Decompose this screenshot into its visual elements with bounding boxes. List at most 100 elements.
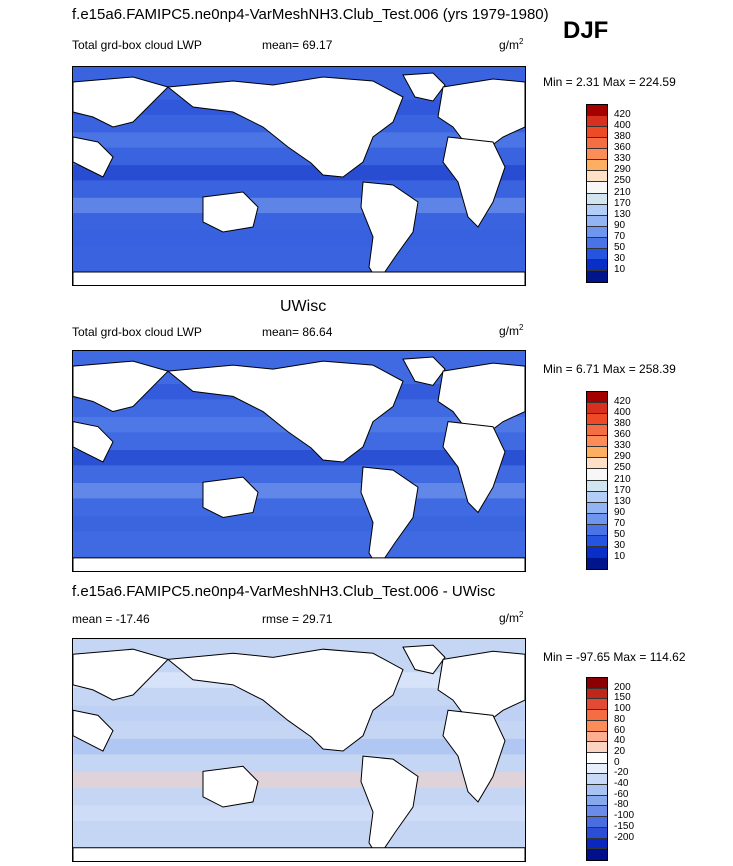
colorbar-swatch <box>587 688 607 700</box>
colorbar-swatch <box>587 710 607 721</box>
panel2-left-label: Total grd-box cloud LWP <box>72 325 202 339</box>
colorbar-swatch <box>587 392 607 404</box>
colorbar-tick-label: 290 <box>614 451 631 463</box>
colorbar-tick-label: 200 <box>614 681 631 693</box>
landmass <box>73 421 114 463</box>
colorbar-swatch <box>587 752 607 764</box>
panel2-map <box>72 350 526 572</box>
landmass <box>73 648 169 701</box>
colorbar-swatch <box>587 785 607 796</box>
colorbar-swatch <box>587 403 607 415</box>
colorbar-swatch <box>587 720 607 732</box>
colorbar-tick-label: 60 <box>614 724 626 736</box>
colorbar-tick-label: 170 <box>614 484 631 496</box>
landmass <box>402 72 446 102</box>
colorbar-swatch <box>587 458 607 470</box>
colorbar-tick-label: 20 <box>614 745 626 757</box>
landmass <box>402 644 446 675</box>
landmass <box>73 709 114 752</box>
colorbar-tick-label: 380 <box>614 418 631 430</box>
colorbar-tick-label: 360 <box>614 142 631 154</box>
colorbar-tick-label: 90 <box>614 506 626 518</box>
colorbar-swatch <box>587 502 607 514</box>
field-band <box>73 450 525 466</box>
panel1-mean-label: mean= 69.17 <box>262 38 333 52</box>
landmass <box>202 476 259 519</box>
colorbar-tick-label: 10 <box>614 550 626 562</box>
colorbar-tick-label: -200 <box>614 831 635 843</box>
colorbar-tick-label: 90 <box>614 219 626 231</box>
colorbar-swatch <box>587 827 607 839</box>
colorbar-tick-label: 50 <box>614 241 626 253</box>
colorbar-swatch <box>587 116 607 128</box>
colorbar-tick-label: 400 <box>614 407 631 419</box>
field-band <box>73 805 525 822</box>
landmass <box>202 765 259 808</box>
colorbar-swatch <box>587 838 607 850</box>
colorbar-tick-label: 10 <box>614 263 626 275</box>
panel3-title: f.e15a6.FAMIPC5.ne0np4-VarMeshNH3.Club_T… <box>72 583 496 600</box>
colorbar-swatch <box>587 699 607 711</box>
colorbar-swatch <box>587 204 607 216</box>
colorbar-swatch <box>587 535 607 547</box>
colorbar-swatch <box>587 795 607 807</box>
landmass <box>360 755 419 859</box>
colorbar-tick-label: 170 <box>614 197 631 209</box>
colorbar-tick-label: 150 <box>614 692 631 704</box>
colorbar-swatch <box>587 557 607 569</box>
field-band <box>73 165 525 181</box>
panel1-left-label: Total grd-box cloud LWP <box>72 38 202 52</box>
panel1-units: g/m2 <box>499 37 524 52</box>
field-band <box>73 738 525 755</box>
landmass <box>442 136 506 228</box>
field-band <box>73 516 525 532</box>
colorbar-swatch <box>587 678 607 689</box>
panel3-colorbar <box>586 677 608 861</box>
colorbar-tick-label: 130 <box>614 208 631 220</box>
colorbar-tick-label: 380 <box>614 131 631 143</box>
colorbar-swatch <box>587 524 607 536</box>
panel2-title: UWisc <box>280 298 327 315</box>
colorbar-tick-label: 70 <box>614 230 626 242</box>
colorbar-tick-label: -80 <box>614 799 629 811</box>
colorbar-swatch <box>587 414 607 426</box>
colorbar-tick-label: 210 <box>614 186 631 198</box>
landmass <box>73 76 169 128</box>
field-band <box>73 197 525 214</box>
colorbar-swatch <box>587 806 607 818</box>
colorbar-tick-label: -150 <box>614 820 635 832</box>
panel1-map <box>72 66 526 286</box>
colorbar-swatch <box>587 193 607 205</box>
colorbar-swatch <box>587 138 607 150</box>
panel3-map-svg <box>73 639 525 861</box>
landmass <box>73 271 525 285</box>
panel2-colorbar <box>586 391 608 570</box>
colorbar-tick-label: 30 <box>614 539 626 551</box>
colorbar-tick-label: -40 <box>614 778 629 790</box>
colorbar-tick-label: 0 <box>614 756 620 768</box>
landmass <box>73 360 169 413</box>
colorbar-swatch <box>587 226 607 238</box>
colorbar-swatch <box>587 447 607 459</box>
colorbar-tick-label: 250 <box>614 175 631 187</box>
colorbar-swatch <box>587 742 607 753</box>
colorbar-tick-label: 360 <box>614 429 631 441</box>
colorbar-swatch <box>587 763 607 775</box>
figure-title: f.e15a6.FAMIPC5.ne0np4-VarMeshNH3.Club_T… <box>72 6 549 23</box>
panel2-minmax: Min = 6.71 Max = 258.39 <box>543 362 676 376</box>
colorbar-tick-label: 70 <box>614 517 626 529</box>
colorbar-swatch <box>587 182 607 194</box>
colorbar-tick-label: 30 <box>614 252 626 264</box>
panel2-units: g/m2 <box>499 323 524 338</box>
colorbar-swatch <box>587 513 607 525</box>
landmass <box>166 648 404 752</box>
colorbar-swatch <box>587 425 607 437</box>
colorbar-swatch <box>587 546 607 558</box>
colorbar-tick-label: 290 <box>614 164 631 176</box>
panel2-map-svg <box>73 351 525 571</box>
colorbar-swatch <box>587 127 607 139</box>
panel3-rmse-label: rmse = 29.71 <box>262 612 333 626</box>
colorbar-swatch <box>587 160 607 172</box>
panel3-map <box>72 638 526 862</box>
colorbar-swatch <box>587 105 607 117</box>
